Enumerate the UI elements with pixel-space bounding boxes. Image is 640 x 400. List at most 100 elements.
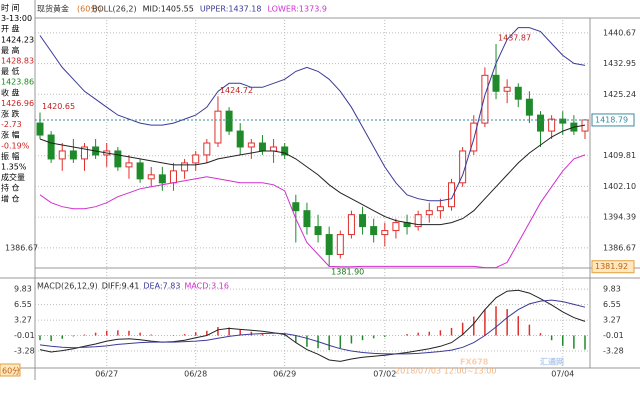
candle-body [247, 142, 255, 148]
y-tick-label: -3.28 [603, 346, 624, 355]
legend-item: MACD(26,12,9) [37, 282, 98, 291]
price-annotation: 1424.72 [220, 86, 253, 95]
info-text: 涨 幅 [1, 130, 20, 140]
info-text: 1.35% [1, 163, 27, 172]
y-tick-label-left: 9.83 [14, 285, 32, 294]
candle-body [36, 122, 44, 136]
info-text: 1424.23 [1, 35, 34, 44]
period-label: 60分 [2, 367, 20, 376]
y-tick-label: 1386.67 [603, 243, 636, 252]
legend-item: DIFF:9.41 [102, 282, 140, 291]
candle-body [414, 214, 422, 228]
info-text: 成交量 [1, 172, 25, 182]
y-tick-label: 1440.67 [603, 28, 636, 37]
info-text: 增 仓 [1, 193, 20, 203]
candle-body [258, 142, 266, 152]
candle-body [559, 118, 567, 124]
info-text: 开 盘 [1, 24, 20, 34]
legend-item: BOLL(26,2) [92, 5, 137, 14]
y-tick-label: 1432.95 [603, 59, 636, 68]
x-tick-label: 06/27 [95, 370, 118, 379]
period: (60分) [77, 5, 101, 14]
candle-body [503, 86, 511, 92]
candle-body [425, 210, 433, 216]
y-tick-label: 1402.10 [603, 182, 636, 191]
candle-body [125, 162, 133, 168]
boll-line [39, 27, 586, 202]
info-text: 涨 跌 [1, 109, 20, 119]
candle-body [69, 150, 77, 160]
watermark: 汇通网 [540, 357, 564, 367]
last-price-label: 1418.79 [595, 115, 628, 124]
candle-body [370, 226, 378, 236]
candle-body [325, 234, 333, 255]
price-annotation: 1437.87 [498, 34, 531, 43]
y-tick-label: 6.55 [603, 300, 621, 309]
candle-body [470, 122, 478, 152]
legend-item: LOWER:1373.9 [267, 5, 326, 14]
candle-body [281, 146, 289, 156]
info-text: -2.73 [1, 120, 22, 129]
y-tick-label-left: 1386.67 [5, 243, 38, 252]
y-tick-label: 1409.81 [603, 151, 636, 160]
info-text: -0.19% [1, 141, 30, 150]
y-tick-label-left: 6.55 [14, 300, 32, 309]
chart-title: 现货黄金 [37, 4, 69, 14]
candle-body [236, 130, 244, 148]
candle-body [548, 118, 556, 132]
x-tick-label: 07/02 [373, 370, 396, 379]
info-text: 1423.86 [1, 78, 34, 87]
candle-body [203, 142, 211, 156]
candle-body [481, 74, 489, 124]
legend-item: MACD:3.16 [184, 282, 229, 291]
info-text: 1426.96 [1, 99, 34, 108]
candle-body [47, 134, 55, 160]
candle-body [537, 114, 545, 132]
y-tick-label-left: 3.27 [14, 316, 32, 325]
macd-line [39, 289, 586, 362]
info-text: 持 仓 [1, 183, 20, 193]
y-tick-label-left: -0.01 [14, 331, 35, 340]
y-tick-label: 1425.24 [603, 90, 636, 99]
info-text: 1428.83 [1, 57, 34, 66]
candle-body [347, 214, 355, 236]
info-text: 最 低 [1, 66, 20, 76]
price-annotation: 1420.65 [42, 102, 75, 111]
info-text: 时 间 [1, 3, 20, 13]
candle-body [392, 222, 400, 232]
candles [36, 44, 589, 267]
candle-body [292, 202, 300, 212]
candle-body [448, 182, 456, 208]
candle-body [114, 150, 122, 168]
candle-body [359, 214, 367, 228]
candle-body [136, 162, 144, 180]
y-tick-label: 1394.39 [603, 213, 636, 222]
marker-price-label: 1381.92 [595, 262, 628, 271]
boll-line [39, 124, 586, 226]
candle-body [225, 110, 233, 132]
candle-body [336, 234, 344, 255]
candle-body [214, 110, 222, 144]
legend-item: UPPER:1437.18 [200, 5, 262, 14]
y-tick-label: -0.01 [603, 331, 624, 340]
candle-body [525, 98, 533, 116]
candle-body [436, 206, 444, 212]
price-annotation: 1381.90 [331, 267, 364, 276]
watermark: FX678 [460, 358, 489, 367]
macd-line [39, 299, 586, 355]
x-tick-label: 06/29 [273, 370, 296, 379]
candle-body [147, 174, 155, 180]
candle-body [80, 146, 88, 160]
time-range: 2018/07/03 12:00~13:00 [395, 367, 496, 376]
candle-body [270, 146, 278, 152]
x-tick-label: 06/28 [184, 370, 207, 379]
boll-line [39, 154, 586, 269]
candle-body [169, 170, 177, 184]
info-text: 收 盘 [1, 87, 20, 97]
y-tick-label-left: -3.28 [14, 346, 35, 355]
legend-item: DEA:7.83 [143, 282, 180, 291]
candle-body [514, 86, 522, 100]
